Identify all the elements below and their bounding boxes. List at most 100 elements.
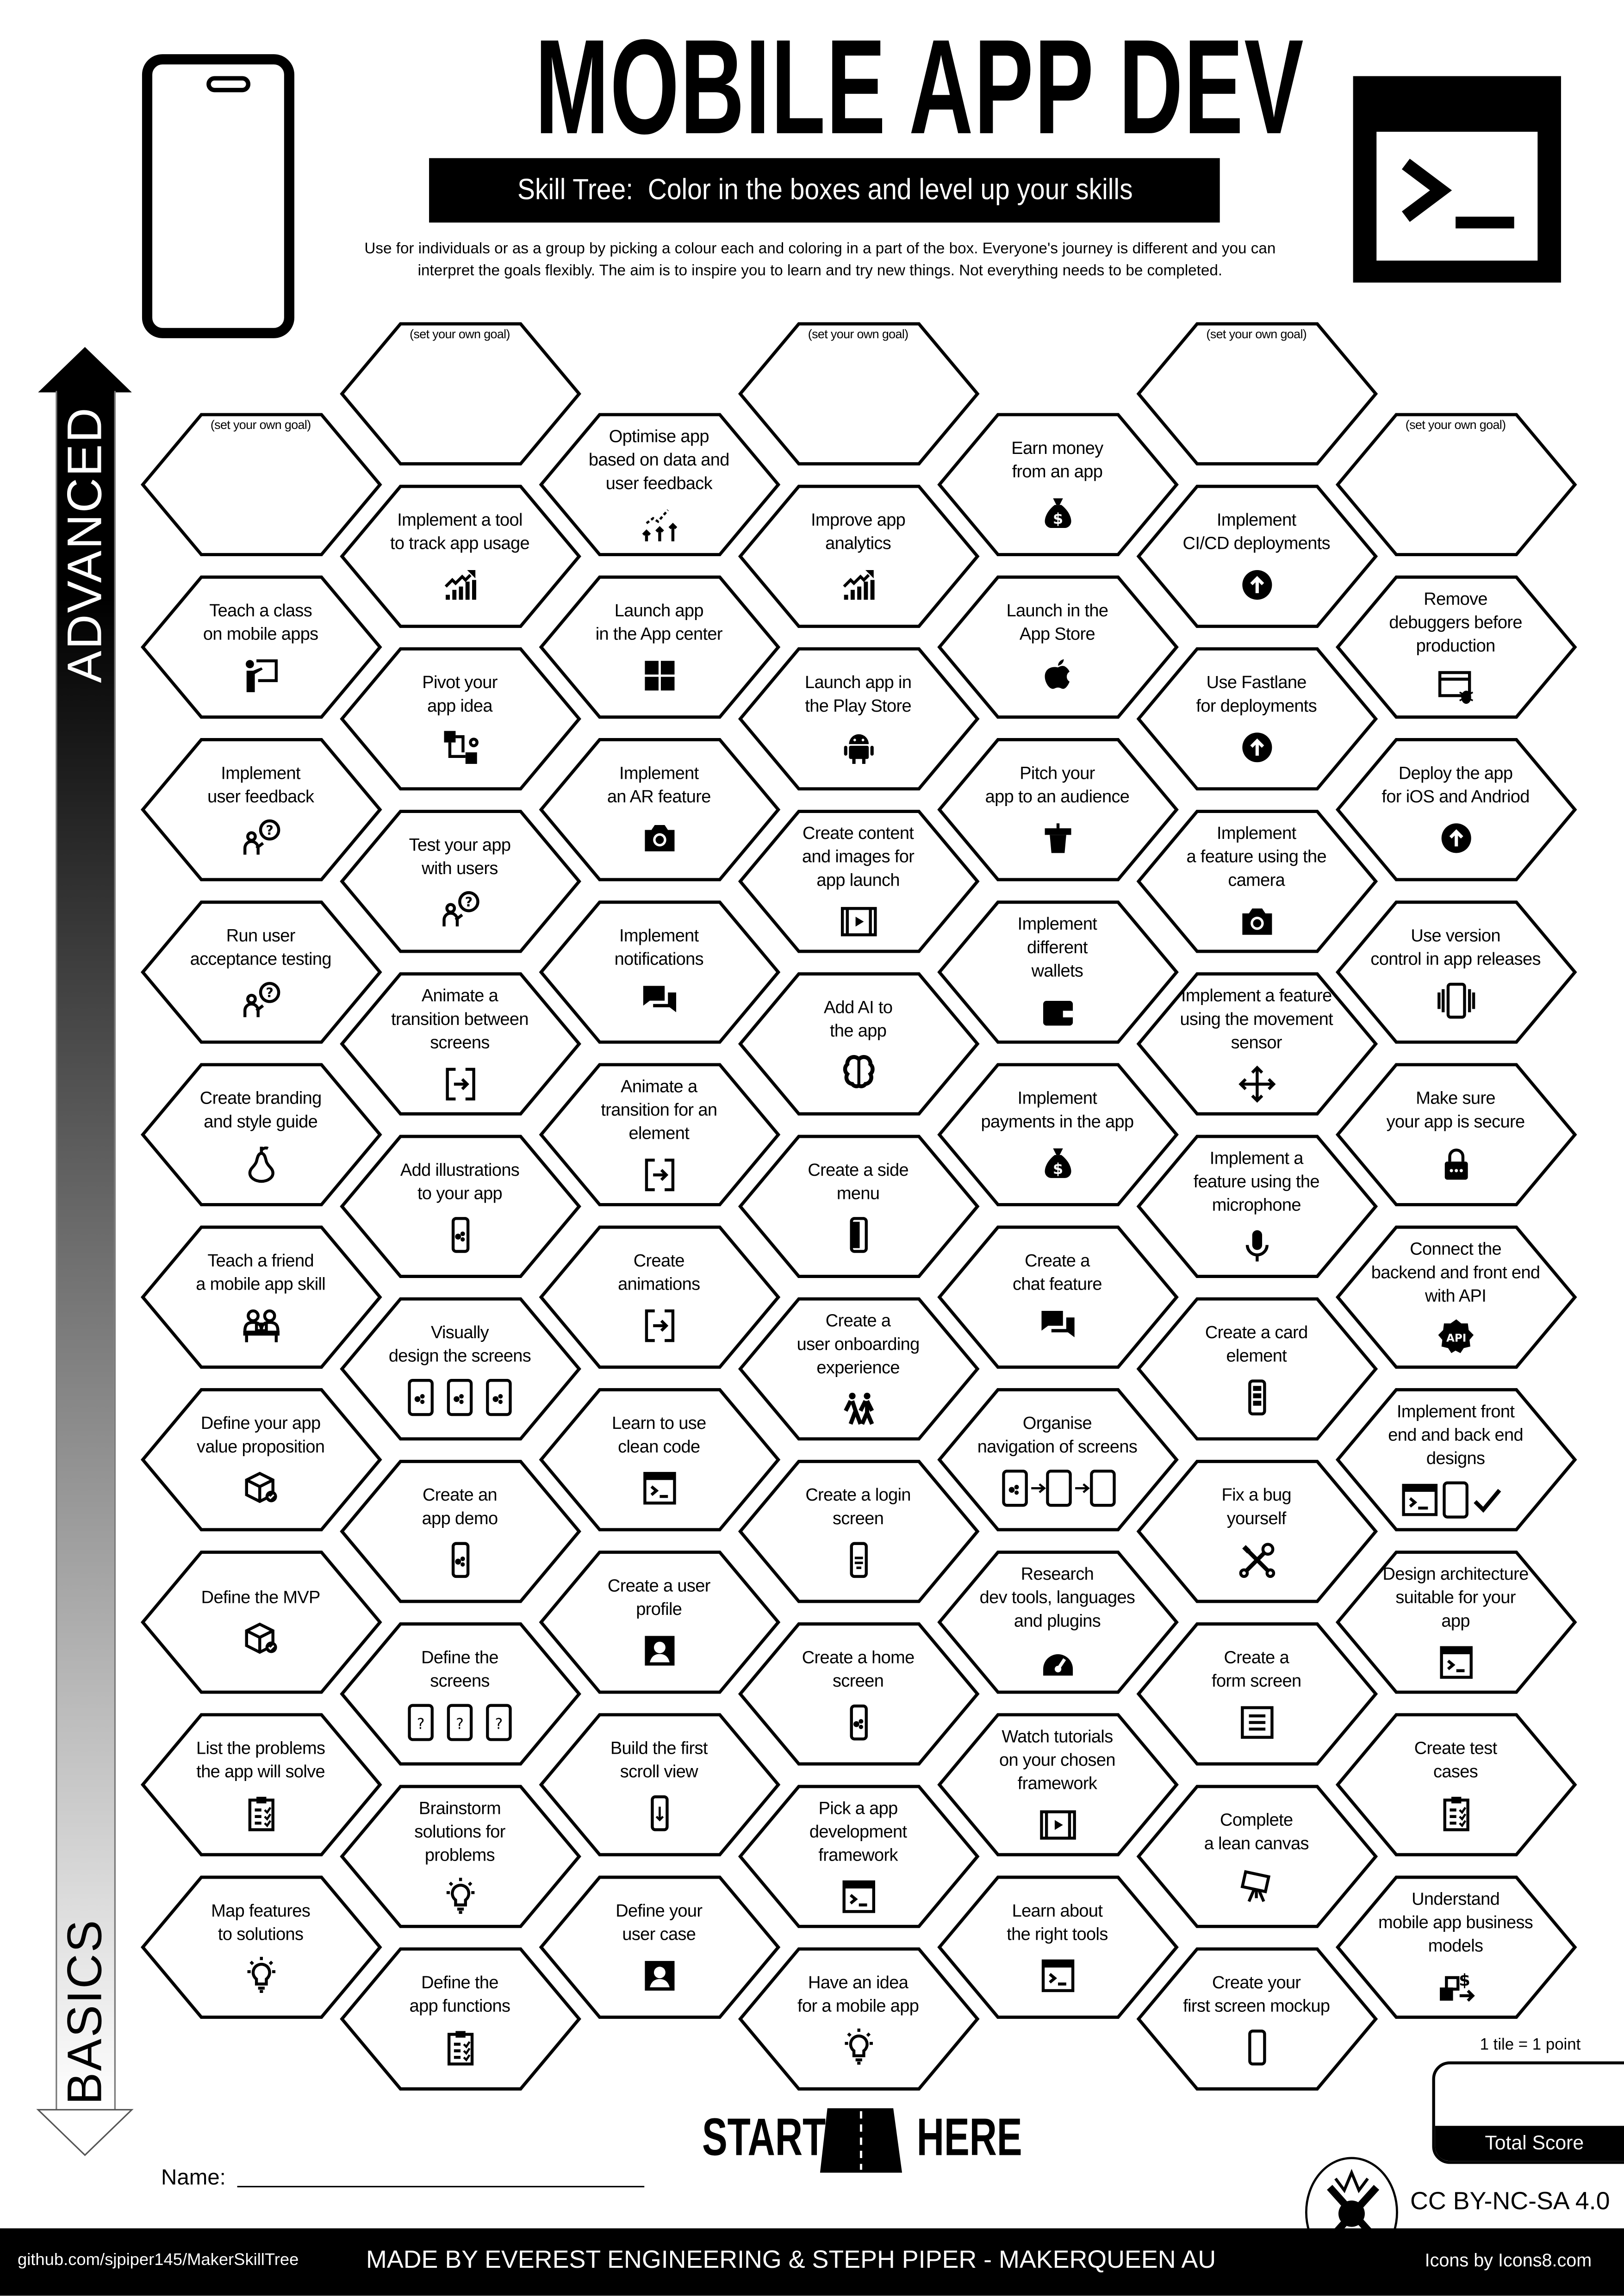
footer-bar: github.com/sjpiper145/MakerSkillTree MAD… [0,2228,1624,2296]
hex-outline [339,1622,581,1766]
tile-label: Understand mobile app business models [1378,1888,1533,1956]
tile-label: Have an idea for a mobile app [797,1972,919,2016]
tile-label: Create a form screen [1212,1647,1301,1691]
skill-tile: Create a side menu [737,1135,979,1278]
skill-tile: Fix a bug yourself [1135,1459,1377,1603]
skill-tile: Run user acceptance testing? [140,900,382,1044]
tile-label: Earn money from an app [1011,438,1103,482]
tile-label: Create a user onboarding experience [796,1310,920,1378]
skill-tile: Add AI to the app [737,972,979,1116]
name-field[interactable] [237,2186,645,2188]
progress-arrow-shaft [56,391,116,2110]
tile-label: Animate a transition between screens [391,985,529,1053]
skill-tile: Learn about the right tools [936,1875,1178,2019]
intro-line: Use for individuals or as a group by pic… [364,240,1276,258]
skill-tile: Test your app with users? [339,810,581,953]
tile-content: Map features to solutions [169,1875,352,2019]
tile-label: Create animations [618,1250,700,1295]
tile-label: Launch in the App Store [1006,600,1108,645]
browser-bug-icon [1436,668,1475,707]
podium-icon [1038,819,1077,858]
tile-content: Define the app functions [368,1947,552,2091]
start-text: START [702,2107,827,2167]
hex-outline [140,1713,382,1856]
hex-outline [737,1297,979,1441]
money-bag-icon: $ [1038,493,1077,533]
hex-outline [339,1459,581,1603]
video-frame-icon [838,902,877,941]
tile-content: Teach a friend a mobile app skill [169,1225,352,1369]
title-text: MOBILE APP DEV [535,13,1305,163]
hex-outline [339,810,581,953]
skill-tile: Watch tutorials on your chosen framework [936,1713,1178,1856]
skill-tile: Remove debuggers before production [1335,575,1576,719]
tile-content: Define the MVP [169,1551,352,1694]
tile-label: Define the MVP [201,1587,321,1608]
hex-outline [538,1875,780,2019]
phone-cards-icon [1237,1378,1276,1417]
tile-label: Run user acceptance testing [190,925,332,969]
skill-tile: Learn to use clean code [538,1388,780,1532]
hex-outline [1135,1135,1377,1278]
tile-label: (set your own goal) [210,417,311,432]
camera-icon [639,819,678,858]
hex-outline [140,1063,382,1206]
tile-label: (set your own goal) [1405,417,1506,432]
hex-outline [1135,1785,1377,1928]
tile-label: Learn about the right tools [1007,1900,1108,1944]
skill-tile: Brainstorm solutions for problems [339,1785,581,1928]
skill-tile: Teach a class on mobile apps [140,575,382,719]
hex-outline [737,972,979,1116]
chat-icon [1038,1306,1077,1345]
phone-login-icon [838,1540,877,1580]
tile-label: Pivot your app idea [422,672,498,716]
tile-content: Teach a class on mobile apps [169,575,352,719]
skill-tile: Create your first screen mockup [1135,1947,1377,2091]
hex-outline [936,1551,1178,1694]
terminal-icon [1038,1956,1077,1995]
lightbulb-icon [440,1877,479,1916]
tile-label: Fix a bug yourself [1221,1484,1292,1529]
skill-tile: Define the MVP [140,1551,382,1694]
tile-label: Teach a class on mobile apps [203,600,318,645]
hex-outline [339,1947,581,2091]
hex-outline [737,1135,979,1278]
tile-label: Create content and images for app launch [802,823,915,890]
hex-outline [1335,1225,1576,1369]
skill-tile: Implement different wallets [936,900,1178,1044]
github-link[interactable]: github.com/sjpiper145/MakerSkillTree [17,2252,299,2270]
tile-content: Add AI to the app [766,972,950,1116]
road-icon [820,2108,902,2173]
hex-outline [737,1622,979,1766]
hex-outline [1135,1622,1377,1766]
tile-content: Improve app analytics [766,484,950,628]
terminal-icon [1436,1643,1475,1682]
skill-tile: Create a user onboarding experience [737,1297,979,1441]
tile-content: Learn about the right tools [966,1875,1149,2019]
skill-tile: Implement CI/CD deployments [1135,484,1377,628]
tile-content: (set your own goal) [368,322,552,470]
chart-up-icon [838,565,877,604]
camera-icon [1237,902,1276,941]
skill-tile: Create a login screen [737,1459,979,1603]
skill-tile: Define the app functions [339,1947,581,2091]
phones-arrows-icon [999,1469,1116,1508]
person-question-icon: ? [241,981,280,1020]
tile-label: Implement a feature using the movement s… [1180,985,1333,1053]
hex-outline [140,575,382,719]
hex-outline [1135,810,1377,953]
tile-point-note: 1 tile = 1 point [1480,2036,1581,2054]
wallet-icon [1038,993,1077,1032]
three-phones-icon [401,1378,518,1417]
hex-outline [936,1225,1178,1369]
skill-tile: Implement a tool to track app usage [339,484,581,628]
tile-content: Brainstorm solutions for problems [368,1785,552,1928]
tile-label: Use Fastlane for deployments [1196,672,1317,716]
total-score-box[interactable]: Total Score [1432,2061,1624,2164]
page-title: MOBILE APP DEV [337,20,1333,155]
hex-outline [1135,647,1377,791]
tile-label: Create a chat feature [1012,1250,1102,1295]
hex-outline [538,1388,780,1532]
skill-tile: Pivot your app idea [339,647,581,791]
android-icon [838,728,877,767]
